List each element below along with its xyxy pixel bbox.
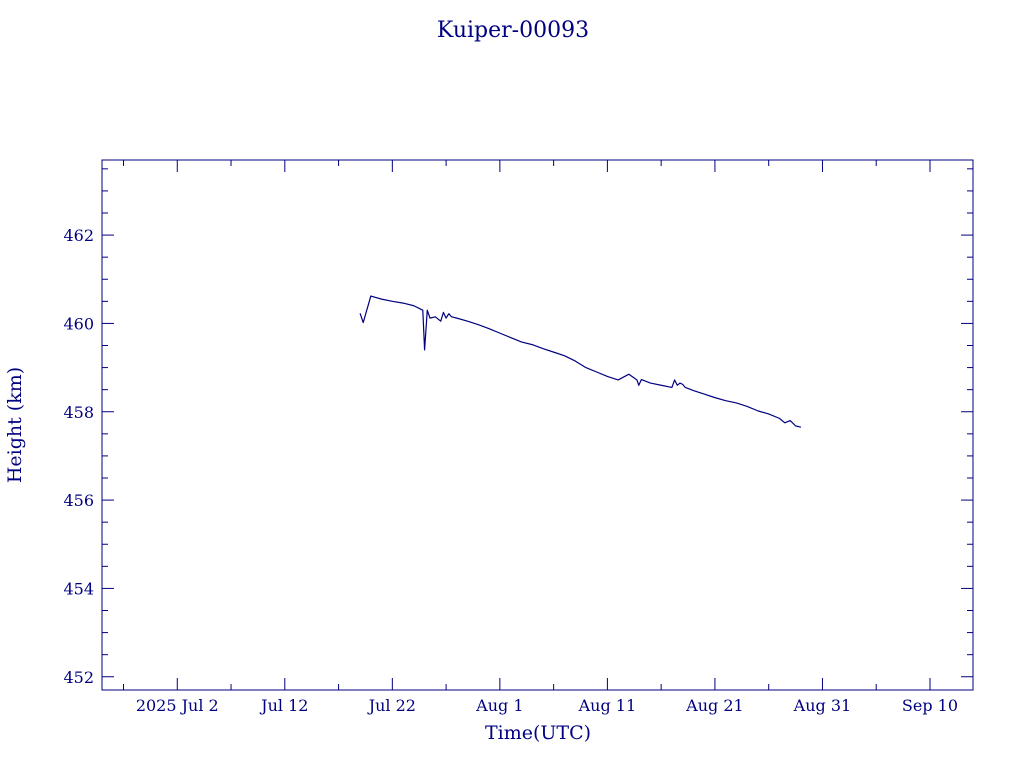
y-axis-label: Height (km) xyxy=(4,367,26,483)
x-axis-label: Time(UTC) xyxy=(485,722,591,744)
x-tick-label: Aug 11 xyxy=(578,696,637,715)
series-layer xyxy=(359,295,802,428)
y-tick-label: 458 xyxy=(63,403,94,422)
height-series-line xyxy=(359,295,802,428)
y-tick-label: 456 xyxy=(63,491,94,510)
y-axis: 452 454 456 458 460 462 xyxy=(63,168,973,687)
x-tick-label: Aug 31 xyxy=(793,696,852,715)
y-tick-label: 454 xyxy=(63,579,94,598)
x-tick-label: Jul 22 xyxy=(367,696,416,715)
y-tick-label: 452 xyxy=(63,668,94,687)
x-axis: 2025 Jul 2 Jul 12 Jul 22 Aug 1 Aug 11 Aug 21 A… xyxy=(123,160,958,715)
x-tick-label: 2025 Jul 2 xyxy=(136,696,219,715)
x-tick-label: Aug 21 xyxy=(685,696,744,715)
x-tick-label: Sep 10 xyxy=(902,696,958,715)
x-tick-label: Aug 1 xyxy=(475,696,523,715)
chart-title: Kuiper-00093 xyxy=(437,18,589,43)
y-tick-label: 460 xyxy=(63,314,94,333)
plot-frame xyxy=(101,159,974,691)
x-tick-label: Jul 12 xyxy=(259,696,308,715)
y-tick-label: 462 xyxy=(63,226,94,245)
